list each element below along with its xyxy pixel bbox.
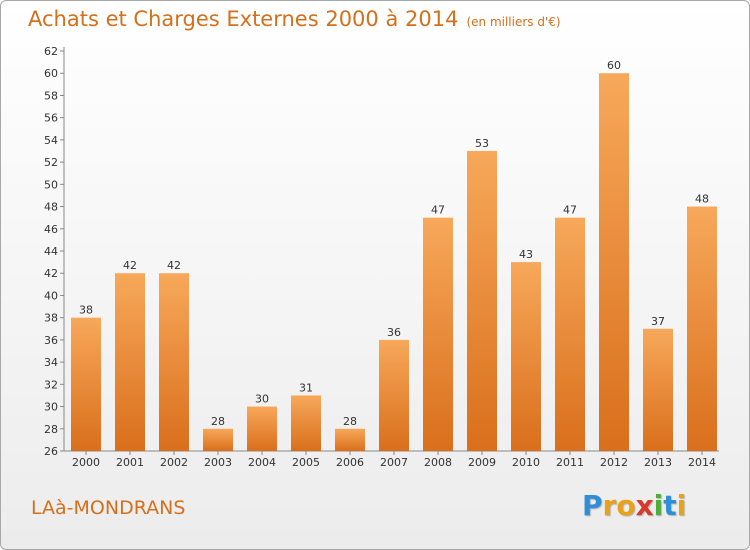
- x-tick-label: 2012: [600, 456, 628, 469]
- bar-2006: [335, 428, 365, 451]
- proxiti-logo: Proxiti: [582, 489, 686, 522]
- logo-letter: i: [676, 489, 687, 522]
- x-tick-label: 2014: [688, 456, 716, 469]
- x-tick-label: 2010: [512, 456, 540, 469]
- x-tick-label: 2013: [644, 456, 672, 469]
- bar-2004: [247, 406, 277, 451]
- bar-2000: [71, 317, 101, 451]
- bar-2010: [511, 262, 541, 451]
- y-tick-label: 26: [44, 445, 58, 458]
- x-tick-label: 2009: [468, 456, 496, 469]
- y-tick-label: 48: [44, 201, 58, 214]
- y-tick-label: 30: [44, 401, 58, 414]
- bar-value-label: 47: [563, 204, 577, 217]
- x-tick-label: 2001: [116, 456, 144, 469]
- bar-2013: [643, 328, 673, 451]
- bar-value-label: 43: [519, 248, 533, 261]
- x-tick-label: 2007: [380, 456, 408, 469]
- y-tick-label: 62: [44, 45, 58, 58]
- y-tick-label: 32: [44, 378, 58, 391]
- y-tick-label: 42: [44, 267, 58, 280]
- bar-2008: [423, 217, 453, 451]
- x-tick-label: 2000: [72, 456, 100, 469]
- bar-value-label: 60: [607, 59, 621, 72]
- bar-2003: [203, 428, 233, 451]
- y-tick-label: 38: [44, 312, 58, 325]
- bar-2012: [599, 73, 629, 451]
- bar-value-label: 28: [211, 415, 225, 428]
- x-tick-label: 2006: [336, 456, 364, 469]
- bar-2002: [159, 273, 189, 451]
- bar-value-label: 36: [387, 326, 401, 339]
- bar-value-label: 31: [299, 381, 313, 394]
- bar-value-label: 53: [475, 137, 489, 150]
- chart-bars: [71, 73, 717, 451]
- bar-value-label: 47: [431, 204, 445, 217]
- bar-2005: [291, 395, 321, 451]
- bar-value-label: 42: [123, 259, 137, 272]
- y-tick-label: 34: [44, 356, 58, 369]
- bar-2001: [115, 273, 145, 451]
- x-tick-label: 2011: [556, 456, 584, 469]
- y-tick-label: 54: [44, 134, 58, 147]
- bar-value-label: 30: [255, 393, 269, 406]
- logo-letter: r: [602, 489, 617, 522]
- y-tick-label: 50: [44, 178, 58, 191]
- x-tick-label: 2004: [248, 456, 276, 469]
- bar-value-label: 42: [167, 259, 181, 272]
- y-tick-label: 28: [44, 423, 58, 436]
- bar-2007: [379, 339, 409, 451]
- y-tick-label: 60: [44, 67, 58, 80]
- y-tick-label: 56: [44, 112, 58, 125]
- logo-letter: x: [635, 489, 654, 522]
- bar-value-label: 48: [695, 193, 709, 206]
- x-tick-label: 2003: [204, 456, 232, 469]
- x-tick-label: 2008: [424, 456, 452, 469]
- y-tick-label: 46: [44, 223, 58, 236]
- x-tick-label: 2002: [160, 456, 188, 469]
- bar-value-label: 28: [343, 415, 357, 428]
- chart-axes: 26 28 30 32 34 36 38 40 42 44 46 48 50 52 54 56 58 60 62 20…: [44, 45, 719, 469]
- logo-letter: o: [616, 489, 636, 522]
- bar-2011: [555, 217, 585, 451]
- place-name: LAà-MONDRANS: [31, 497, 186, 519]
- chart-unit-label: (en milliers d'€): [466, 15, 561, 29]
- y-tick-label: 44: [44, 245, 58, 258]
- logo-letter: t: [663, 489, 677, 522]
- bar-2014: [687, 206, 717, 451]
- bar-2009: [467, 151, 497, 451]
- bar-value-label: 37: [651, 315, 665, 328]
- chart-title-text: Achats et Charges Externes 2000 à 2014: [28, 7, 459, 31]
- x-tick-label: 2005: [292, 456, 320, 469]
- logo-letter: P: [582, 489, 603, 522]
- y-tick-label: 52: [44, 156, 58, 169]
- bar-value-label: 38: [79, 304, 93, 317]
- y-tick-label: 40: [44, 289, 58, 302]
- chart-title: Achats et Charges Externes 2000 à 2014 (e…: [28, 7, 561, 31]
- y-tick-label: 36: [44, 334, 58, 347]
- logo-letter: i: [653, 489, 664, 522]
- chart-data-labels: 38 42 42 28 30 31 28 36 47 53 43 47 60 37 48: [79, 59, 709, 428]
- y-tick-label: 58: [44, 89, 58, 102]
